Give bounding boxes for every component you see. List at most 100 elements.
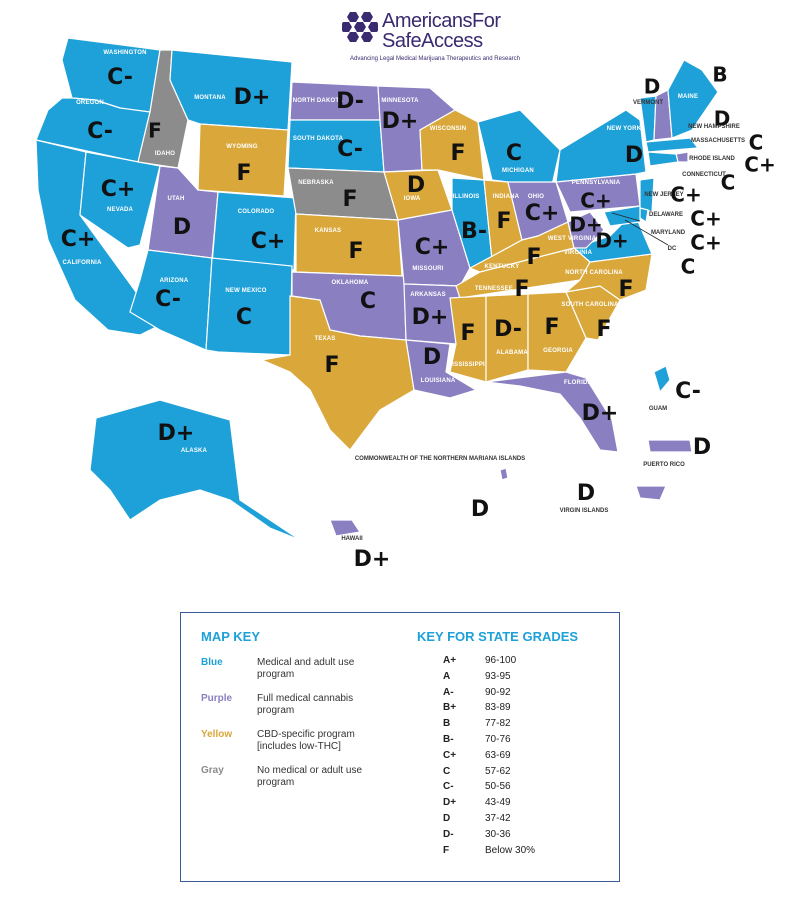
state-name-florida: FLORIDA	[564, 380, 593, 386]
state-name-commonwealth-of-the-northern-mariana-islands: COMMONWEALTH OF THE NORTHERN MARIANA ISL…	[355, 456, 525, 462]
grade-key-range: 63-69	[485, 749, 511, 761]
state-grade-idaho: F	[148, 119, 162, 143]
state-shape-new-mexico	[205, 257, 293, 356]
state-name-missouri: MISSOURI	[412, 266, 443, 272]
grades-key-title: KEY FOR STATE GRADES	[417, 629, 579, 644]
grade-key-letter: D	[443, 813, 451, 824]
state-grade-utah: D	[173, 215, 191, 240]
state-grade-virginia: D+	[595, 229, 628, 253]
state-name-hawaii: HAWAII	[341, 536, 363, 542]
grade-key-letter: A	[443, 670, 451, 682]
grade-key-range: 83-89	[485, 702, 511, 714]
state-grade-georgia: F	[544, 315, 559, 340]
state-grade-indiana: F	[496, 209, 511, 234]
state-grade-arizona: C-	[155, 287, 181, 312]
grade-key-range: 43-49	[485, 797, 511, 809]
state-name-dc: DC	[668, 246, 677, 252]
state-name-michigan: MICHIGAN	[502, 168, 534, 174]
state-name-virgin-islands: VIRGIN ISLANDS	[560, 508, 609, 514]
state-grade-connecticut: C	[721, 171, 736, 195]
state-shape-west-virginia	[567, 211, 605, 249]
state-grade-new-york: D	[625, 143, 643, 168]
state-name-virginia: VIRGINIA	[564, 250, 593, 256]
state-shape-connecticut	[647, 151, 679, 167]
state-name-massachusetts: MASSACHUSETTS	[691, 138, 745, 144]
state-name-vermont: VERMONT	[633, 100, 663, 106]
state-grade-florida: D+	[582, 401, 619, 426]
grade-key-range: 50-56	[485, 781, 511, 793]
state-grade-pennsylvania: C+	[580, 189, 611, 213]
state-grade-colorado: C+	[251, 229, 286, 254]
state-grade-california: C+	[61, 227, 96, 252]
state-shape-maine	[667, 59, 719, 139]
state-grade-south-carolina: F	[596, 317, 611, 342]
state-shape-missouri	[397, 209, 471, 287]
state-grade-commonwealth-of-the-northern-mariana-islands: D	[471, 497, 489, 522]
state-grade-oregon: C-	[87, 119, 113, 144]
state-shape-guam	[653, 365, 671, 394]
state-name-puerto-rico: PUERTO RICO	[643, 462, 685, 468]
state-grade-dc: C	[681, 255, 696, 279]
map-key-label-blue: Blue	[201, 657, 223, 668]
state-grade-alabama: D-	[494, 317, 522, 342]
state-name-illinois: ILLINOIS	[453, 194, 480, 200]
state-shape-alaska	[89, 399, 301, 541]
grade-key-letter: C+	[443, 749, 457, 761]
state-grade-new-mexico: C	[236, 305, 252, 330]
state-name-texas: TEXAS	[314, 336, 335, 342]
state-name-louisiana: LOUISIANA	[421, 378, 456, 384]
state-grade-tennessee: F	[514, 277, 529, 302]
state-name-oklahoma: OKLAHOMA	[332, 280, 369, 286]
state-name-delaware: DELAWARE	[649, 212, 683, 218]
state-grade-texas: F	[324, 353, 339, 378]
state-grade-guam: C-	[675, 379, 701, 404]
state-name-colorado: COLORADO	[238, 209, 275, 215]
state-name-new-hampshire: NEW HAMPSHIRE	[688, 124, 740, 130]
grade-key-letter: D+	[443, 797, 457, 809]
state-grade-west-virginia: D+	[569, 213, 602, 237]
state-name-north-carolina: NORTH CAROLINA	[565, 270, 623, 276]
state-name-nevada: NEVADA	[107, 207, 134, 213]
grade-key-letter: C	[443, 765, 451, 777]
state-shape-new-jersey	[639, 177, 655, 213]
state-grade-minnesota: D+	[382, 109, 419, 134]
grade-key-letter: B	[443, 718, 451, 730]
state-grade-kansas: F	[348, 239, 363, 264]
map-legend: MAP KEY KEY FOR STATE GRADES Blue Medical…	[180, 612, 620, 882]
state-shape-georgia	[527, 291, 587, 373]
state-grade-nebraska: F	[342, 187, 357, 212]
state-shape-puerto-rico	[647, 439, 693, 453]
map-key-desc-purple: Full medical cannabis program	[257, 693, 354, 716]
state-name-wisconsin: WISCONSIN	[430, 126, 466, 132]
state-name-connecticut: CONNECTICUT	[682, 172, 726, 178]
grade-key-range: 37-42	[485, 813, 511, 824]
state-name-arkansas: ARKANSAS	[410, 292, 446, 298]
state-name-new-york: NEW YORK	[607, 126, 642, 132]
state-name-west-virginia: WEST VIRGINIA	[548, 236, 597, 242]
state-shape-virgin-islands	[635, 485, 667, 501]
state-name-montana: MONTANA	[194, 95, 226, 101]
state-name-oregon: OREGON	[76, 100, 104, 106]
logo-tagline: Advancing Legal Medical Marijuana Therap…	[350, 56, 520, 62]
state-grade-alaska: D+	[158, 421, 195, 446]
grade-key-letter: A-	[443, 686, 454, 698]
logo-line-2: SafeAccess	[382, 30, 483, 52]
state-name-nebraska: NEBRASKA	[298, 180, 334, 186]
map-key-desc-yellow: CBD-specific program [includes low-THC]	[257, 729, 355, 752]
grade-key-letter: B+	[443, 702, 457, 714]
state-name-mississippi: MISSISSIPPI	[447, 362, 485, 368]
grade-key-range: 57-62	[485, 765, 511, 777]
state-grade-south-dakota: C-	[337, 137, 363, 162]
grade-key-letter: F	[443, 844, 450, 856]
state-grade-oklahoma: C	[360, 289, 376, 314]
state-grade-new-jersey: C+	[670, 183, 701, 207]
state-grade-kentucky: F	[526, 245, 541, 270]
state-shape-colorado	[211, 191, 297, 271]
map-key-label-purple: Purple	[201, 693, 233, 704]
grade-key-letter: B-	[443, 734, 454, 745]
state-grade-new-hampshire: D	[714, 107, 731, 131]
state-name-georgia: GEORGIA	[543, 348, 573, 354]
map-key-title: MAP KEY	[201, 629, 260, 644]
state-name-rhode-island: RHODE ISLAND	[689, 156, 735, 162]
state-grade-michigan: C	[506, 141, 522, 166]
